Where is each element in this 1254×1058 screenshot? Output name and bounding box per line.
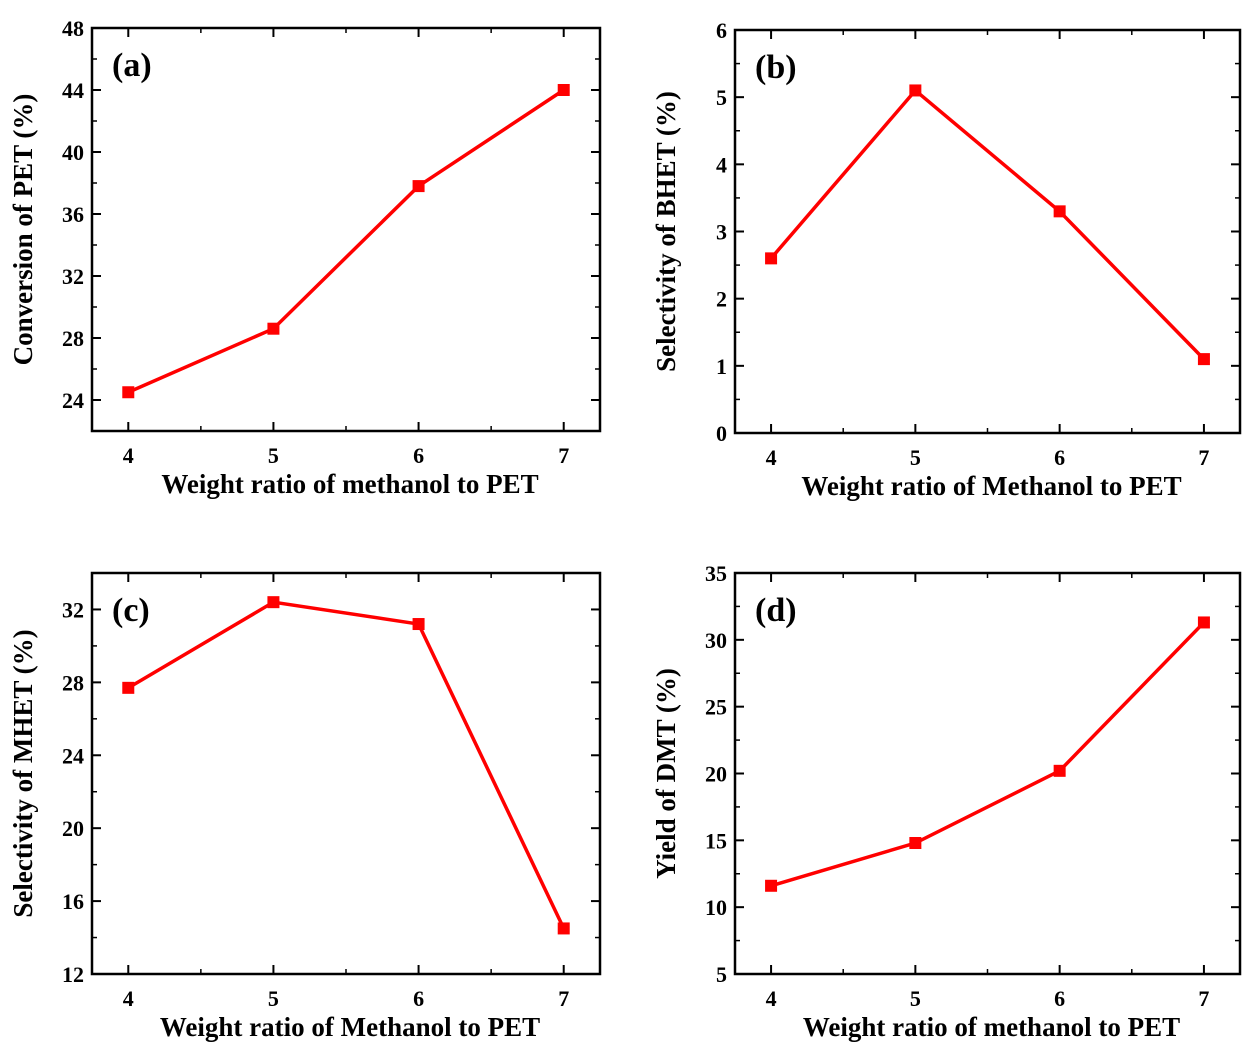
- y-tick-label: 28: [62, 326, 84, 351]
- y-tick-label: 24: [62, 743, 84, 768]
- x-tick-label: 5: [910, 986, 921, 1011]
- y-tick-label: 24: [62, 388, 84, 413]
- data-point: [1197, 616, 1210, 629]
- x-tick-label: 6: [413, 986, 424, 1011]
- x-axis-title: Weight ratio of Methanol to PET: [160, 1012, 540, 1042]
- panel-label: (a): [112, 47, 152, 84]
- x-tick-label: 6: [1054, 986, 1065, 1011]
- chart-panel-2: 4 5 6 7 0 1 2 3 4 5 6 (b) Weight ratio of Methanol t…: [651, 18, 1242, 501]
- y-tick-label: 10: [705, 895, 727, 920]
- y-tick-label: 32: [62, 264, 84, 289]
- series-line: [770, 621, 1206, 888]
- y-axis-title: Yield of DMT (%): [651, 668, 681, 879]
- y-tick-label: 2: [716, 287, 727, 312]
- plot-frame: [733, 571, 1242, 976]
- series-line: [127, 88, 565, 394]
- x-tick-label: 7: [1198, 986, 1209, 1011]
- x-tick-label: 4: [123, 986, 134, 1011]
- data-point: [412, 618, 425, 631]
- y-tick-label: 40: [62, 140, 84, 165]
- y-tick-label: 6: [716, 18, 727, 43]
- y-tick-label: 3: [716, 220, 727, 245]
- y-tick-label: 25: [705, 695, 727, 720]
- data-point: [412, 180, 425, 193]
- chart-panel-1: 4 5 6 7 24 28 32 36 40 44 48 (a) Weight ratio of met…: [8, 16, 602, 499]
- series-line: [769, 87, 1206, 361]
- y-tick-label: 32: [62, 597, 84, 622]
- data-point: [765, 252, 778, 265]
- x-axis-title: Weight ratio of methanol to PET: [161, 469, 538, 499]
- series-line: [127, 600, 566, 930]
- x-tick-label: 5: [268, 443, 279, 468]
- y-tick-label: 4: [716, 152, 727, 177]
- data-point: [909, 837, 922, 850]
- data-point: [1053, 764, 1066, 777]
- x-tick-label: 7: [1198, 445, 1209, 470]
- data-point: [765, 879, 778, 892]
- plot-frame: [733, 28, 1242, 435]
- data-point: [267, 322, 280, 335]
- y-tick-label: 12: [62, 962, 84, 987]
- plot-frame: [90, 571, 602, 976]
- panel-label: (b): [755, 49, 797, 86]
- data-point: [557, 922, 570, 935]
- x-tick-label: 6: [413, 443, 424, 468]
- panel-label: (c): [112, 592, 150, 629]
- x-tick-label: 4: [766, 986, 777, 1011]
- x-tick-label: 7: [558, 986, 569, 1011]
- y-axis-title: Selectivity of BHET (%): [651, 91, 681, 372]
- y-tick-label: 0: [716, 421, 727, 446]
- y-tick-label: 44: [62, 78, 84, 103]
- chart-panel-4: 4 5 6 7 5 10 15 20 25 30 35 (d) Weight ratio of meth…: [651, 561, 1242, 1042]
- y-tick-label: 35: [705, 561, 727, 586]
- y-axis-title: Selectivity of MHET (%): [8, 629, 38, 917]
- y-tick-label: 20: [705, 762, 727, 787]
- x-tick-label: 7: [558, 443, 569, 468]
- y-tick-label: 30: [705, 628, 727, 653]
- data-point: [909, 84, 922, 97]
- y-tick-label: 1: [716, 354, 727, 379]
- y-tick-label: 5: [716, 85, 727, 110]
- x-tick-label: 4: [123, 443, 134, 468]
- panel-label: (d): [755, 592, 797, 629]
- x-tick-label: 5: [910, 445, 921, 470]
- data-point: [557, 84, 570, 96]
- y-tick-label: 48: [62, 16, 84, 41]
- data-point: [122, 386, 135, 399]
- y-tick-label: 28: [62, 670, 84, 695]
- plot-frame: [90, 26, 602, 433]
- x-axis-title: Weight ratio of methanol to PET: [803, 1012, 1180, 1042]
- y-tick-label: 5: [716, 962, 727, 987]
- x-tick-label: 5: [268, 986, 279, 1011]
- x-tick-label: 4: [766, 445, 777, 470]
- y-tick-label: 15: [705, 828, 727, 853]
- data-point: [122, 681, 135, 694]
- y-axis-title: Conversion of PET (%): [8, 94, 38, 366]
- data-point: [1053, 205, 1066, 218]
- data-point: [1197, 353, 1210, 366]
- chart-panel-3: 4 5 6 7 12 16 20 24 28 32 (c) Weight ratio of Metha…: [8, 571, 602, 1042]
- data-point: [267, 596, 280, 609]
- x-axis-title: Weight ratio of Methanol to PET: [801, 471, 1181, 501]
- x-tick-label: 6: [1054, 445, 1065, 470]
- y-tick-label: 16: [62, 889, 84, 914]
- y-tick-label: 20: [62, 816, 84, 841]
- y-tick-label: 36: [62, 202, 84, 227]
